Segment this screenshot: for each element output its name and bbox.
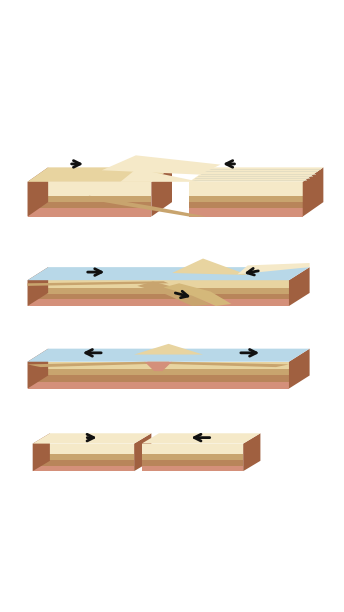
Polygon shape: [289, 349, 310, 389]
Polygon shape: [33, 466, 134, 471]
Polygon shape: [243, 433, 260, 471]
Polygon shape: [28, 349, 48, 389]
Polygon shape: [28, 349, 310, 362]
Polygon shape: [28, 196, 151, 202]
Polygon shape: [142, 466, 243, 471]
Polygon shape: [33, 433, 151, 444]
Polygon shape: [28, 280, 289, 288]
Polygon shape: [163, 283, 232, 306]
Polygon shape: [83, 196, 206, 217]
Polygon shape: [172, 258, 248, 275]
Polygon shape: [289, 267, 310, 306]
Polygon shape: [144, 362, 172, 371]
Polygon shape: [189, 196, 303, 202]
Polygon shape: [28, 288, 289, 294]
Polygon shape: [28, 369, 289, 376]
Polygon shape: [142, 444, 243, 454]
Polygon shape: [28, 294, 289, 299]
Polygon shape: [33, 433, 50, 471]
Polygon shape: [28, 362, 289, 369]
Polygon shape: [142, 460, 243, 466]
Polygon shape: [189, 202, 303, 208]
Polygon shape: [189, 208, 303, 217]
Polygon shape: [151, 167, 172, 217]
Polygon shape: [28, 182, 151, 196]
Polygon shape: [142, 433, 260, 444]
Polygon shape: [303, 167, 323, 217]
Polygon shape: [28, 376, 289, 382]
Polygon shape: [147, 362, 169, 370]
Polygon shape: [28, 267, 310, 280]
Polygon shape: [137, 282, 211, 306]
Polygon shape: [28, 208, 151, 217]
Polygon shape: [28, 167, 48, 217]
Polygon shape: [102, 155, 221, 174]
Polygon shape: [165, 362, 289, 367]
Polygon shape: [134, 433, 151, 471]
Polygon shape: [33, 454, 134, 460]
Polygon shape: [237, 263, 310, 274]
Polygon shape: [28, 362, 151, 367]
Polygon shape: [33, 460, 134, 466]
Polygon shape: [28, 267, 48, 306]
Polygon shape: [28, 382, 289, 389]
Polygon shape: [28, 167, 172, 182]
Polygon shape: [142, 454, 243, 460]
Polygon shape: [189, 167, 323, 182]
Polygon shape: [33, 444, 134, 454]
Polygon shape: [28, 282, 169, 286]
Polygon shape: [189, 182, 303, 196]
Polygon shape: [28, 299, 289, 306]
Polygon shape: [120, 169, 200, 182]
Polygon shape: [134, 344, 203, 354]
Polygon shape: [28, 202, 151, 208]
